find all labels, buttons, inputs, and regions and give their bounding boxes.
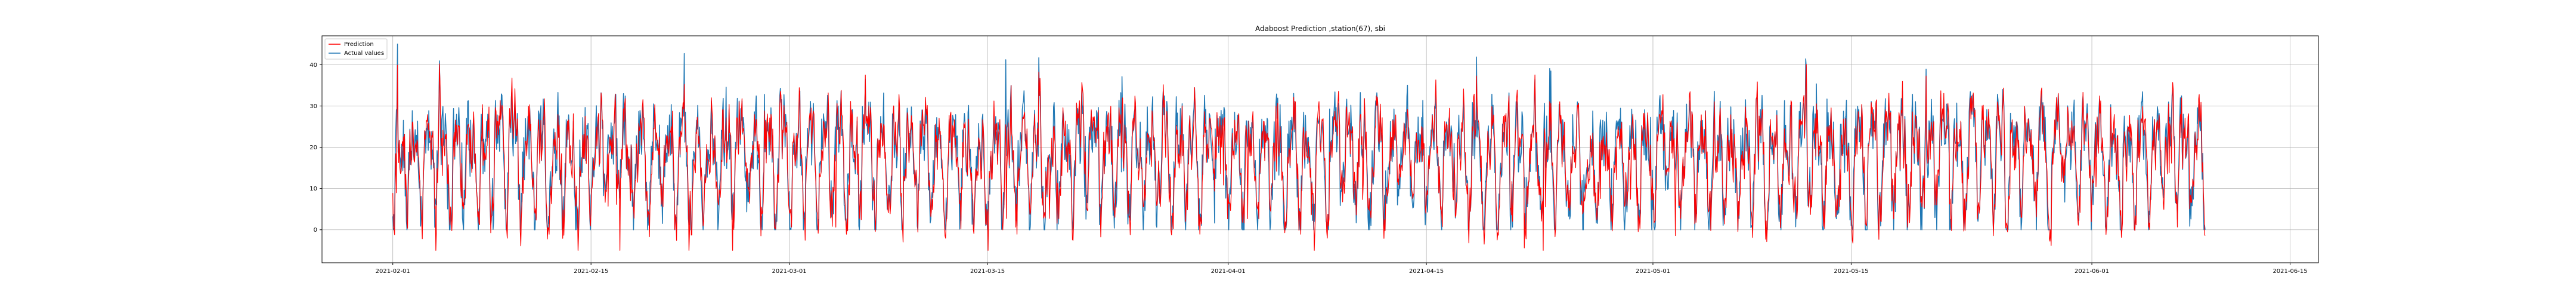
y-axis: 0 10 20 30 40 bbox=[309, 62, 322, 234]
y-tick-label: 40 bbox=[309, 62, 317, 69]
x-tick-label: 2021-02-15 bbox=[574, 268, 608, 275]
y-tick-label: 30 bbox=[309, 103, 317, 110]
legend-actual-label: Actual values bbox=[344, 50, 384, 57]
legend: Prediction Actual values bbox=[324, 38, 388, 60]
y-tick-label: 0 bbox=[314, 227, 317, 234]
prediction-line bbox=[392, 63, 2206, 251]
x-tick-label: 2021-05-01 bbox=[1636, 268, 1670, 275]
legend-prediction-label: Prediction bbox=[344, 41, 374, 48]
x-tick-label: 2021-02-01 bbox=[376, 268, 410, 275]
x-tick-label: 2021-03-15 bbox=[970, 268, 1005, 275]
y-tick-label: 10 bbox=[309, 186, 317, 192]
y-tick-label: 20 bbox=[309, 145, 317, 151]
plot-area bbox=[392, 44, 2206, 251]
grid bbox=[322, 36, 2318, 263]
x-tick-label: 2021-05-15 bbox=[1834, 268, 1868, 275]
x-tick-label: 2021-06-15 bbox=[2272, 268, 2307, 275]
x-axis: 2021-02-01 2021-02-15 2021-03-01 2021-03-15… bbox=[376, 263, 2308, 275]
x-tick-label: 2021-03-01 bbox=[772, 268, 807, 275]
x-tick-label: 2021-04-15 bbox=[1409, 268, 1444, 275]
x-tick-label: 2021-06-01 bbox=[2075, 268, 2109, 275]
x-tick-label: 2021-04-01 bbox=[1211, 268, 1246, 275]
chart-title: Adaboost Prediction ,station(67), sbi bbox=[1255, 24, 1385, 33]
axes-frame bbox=[321, 35, 2319, 263]
